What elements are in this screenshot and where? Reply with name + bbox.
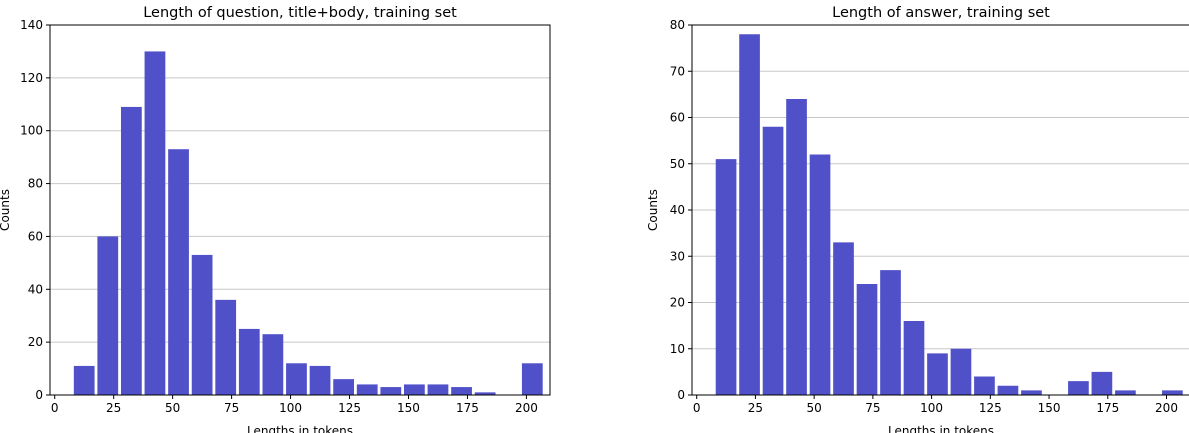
histogram-bar [168, 149, 189, 395]
x-tick-label: 75 [865, 401, 880, 415]
y-tick-label: 80 [28, 177, 43, 191]
histogram-bar [1021, 390, 1042, 395]
histogram-bar [762, 126, 784, 395]
histogram-bar [950, 348, 972, 395]
histogram-bar [739, 34, 760, 395]
x-axis-label: Lengths in tokens [247, 424, 353, 433]
x-tick-label: 0 [51, 401, 59, 415]
histogram-bar [974, 376, 995, 395]
histogram-bar [833, 242, 854, 395]
x-tick-label: 200 [1155, 401, 1178, 415]
y-tick-label: 50 [670, 157, 685, 171]
histogram-bar [215, 299, 237, 395]
y-axis-label: Counts [0, 189, 12, 231]
plot-frame [49, 24, 551, 396]
y-tick-label: 40 [28, 282, 43, 296]
x-tick-label: 125 [338, 401, 361, 415]
y-tick-label: 30 [670, 249, 685, 263]
histogram-bar [786, 99, 807, 395]
histogram-bar [286, 363, 307, 395]
x-tick-label: 150 [397, 401, 420, 415]
y-axis-label: Counts [646, 189, 660, 231]
x-tick-label: 100 [279, 401, 302, 415]
histogram-bar [262, 334, 284, 395]
y-tick-label: 40 [670, 203, 685, 217]
y-tick-label: 0 [677, 388, 685, 402]
histogram-bar [1162, 390, 1183, 395]
y-tick-label: 70 [670, 64, 685, 78]
question-length-histogram: Length of question, title+body, training… [0, 5, 551, 433]
histogram-bar [809, 154, 831, 395]
x-axis-label: Lengths in tokens [888, 424, 994, 433]
histogram-bar [144, 51, 166, 396]
histogram-bar [333, 379, 355, 395]
x-tick-label: 175 [456, 401, 479, 415]
x-tick-label: 25 [106, 401, 121, 415]
y-tick-label: 10 [670, 342, 685, 356]
answer-length-histogram: Length of answer, training set Lengths i… [646, 5, 1189, 433]
y-tick-label: 20 [670, 296, 685, 310]
x-tick-label: 25 [748, 401, 763, 415]
x-tick-label: 200 [515, 401, 538, 415]
chart-title: Length of answer, training set [832, 5, 1050, 21]
histogram-bar [927, 353, 948, 395]
x-tick-label: 0 [693, 401, 701, 415]
histogram-bar [903, 321, 925, 395]
x-tick-label: 175 [1096, 401, 1119, 415]
chart-title: Length of question, title+body, training… [143, 5, 457, 21]
histogram-bar [715, 159, 737, 395]
histogram-bar [191, 254, 213, 395]
histogram-bar [1115, 390, 1136, 395]
histogram-bar [380, 387, 402, 395]
histogram-bar [1068, 381, 1089, 395]
histogram-bar [451, 387, 472, 395]
histogram-bar [856, 284, 878, 395]
y-tick-label: 100 [20, 124, 43, 138]
histogram-bar [1091, 371, 1113, 395]
x-tick-label: 100 [920, 401, 943, 415]
y-tick-label: 140 [20, 18, 43, 32]
histogram-bar [73, 365, 95, 395]
histogram-bar [309, 365, 331, 395]
histogram-bar [880, 270, 901, 395]
x-tick-label: 150 [1038, 401, 1061, 415]
histogram-bar [356, 384, 378, 395]
x-tick-label: 50 [807, 401, 822, 415]
y-tick-label: 120 [20, 71, 43, 85]
histogram-bar [427, 384, 449, 395]
x-tick-label: 125 [979, 401, 1002, 415]
histogram-bar [120, 106, 142, 395]
histogram-bar [238, 328, 260, 395]
y-tick-label: 60 [670, 111, 685, 125]
histogram-bar [521, 363, 543, 395]
y-tick-label: 80 [670, 18, 685, 32]
histogram-bar [97, 236, 119, 395]
histogram-bar [404, 384, 425, 395]
y-tick-label: 0 [35, 388, 43, 402]
y-tick-label: 20 [28, 335, 43, 349]
histogram-bar [997, 385, 1019, 395]
histogram-bar [474, 392, 496, 395]
x-tick-label: 50 [165, 401, 180, 415]
x-tick-label: 75 [224, 401, 239, 415]
y-tick-label: 60 [28, 229, 43, 243]
